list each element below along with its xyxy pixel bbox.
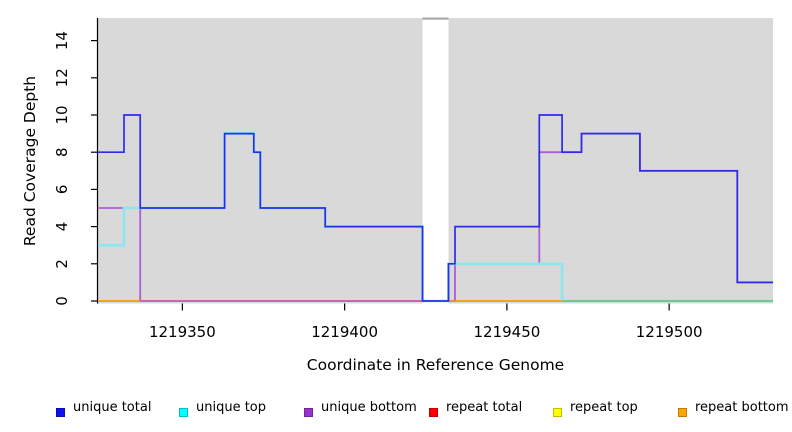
x-tick-label: 1219500	[636, 323, 703, 341]
legend-swatch-icon	[553, 408, 562, 417]
y-tick-label: 6	[53, 185, 71, 195]
legend-swatch-icon	[56, 408, 65, 417]
legend-item-unique-total: unique total	[56, 400, 152, 417]
y-tick-label: 14	[53, 31, 71, 50]
gap-top-bar	[422, 17, 449, 20]
legend-item-repeat-total: repeat total	[429, 400, 523, 417]
x-tick-label: 1219400	[311, 323, 378, 341]
legend-label: unique top	[196, 400, 267, 415]
x-axis-title: Coordinate in Reference Genome	[306, 356, 565, 374]
legend-label: unique bottom	[321, 400, 417, 415]
series-unique-total	[98, 114, 773, 302]
legend-label: repeat total	[446, 400, 523, 415]
x-tick-label: 1219350	[149, 323, 216, 341]
legend-item-unique-top: unique top	[179, 400, 267, 417]
legend-swatch-icon	[678, 408, 687, 417]
y-tick-label: 0	[53, 296, 71, 306]
y-tick-label: 2	[53, 259, 71, 269]
legend-label: repeat bottom	[695, 400, 789, 415]
legend-label: unique total	[73, 400, 152, 415]
x-tick-label: 1219450	[473, 323, 540, 341]
y-tick-label: 8	[53, 147, 71, 157]
y-tick-label: 10	[53, 105, 71, 124]
legend-swatch-icon	[179, 408, 188, 417]
legend-label: repeat top	[570, 400, 638, 415]
y-axis-title: Read Coverage Depth	[21, 75, 39, 247]
legend-swatch-icon	[304, 408, 313, 417]
legend-item-unique-bottom: unique bottom	[304, 400, 417, 417]
coverage-window-bg	[448, 18, 773, 304]
y-tick-label: 4	[53, 222, 71, 232]
legend-swatch-icon	[429, 408, 438, 417]
legend-item-repeat-top: repeat top	[553, 400, 638, 417]
legend-item-repeat-bottom: repeat bottom	[678, 400, 789, 417]
y-tick-label: 12	[53, 68, 71, 87]
